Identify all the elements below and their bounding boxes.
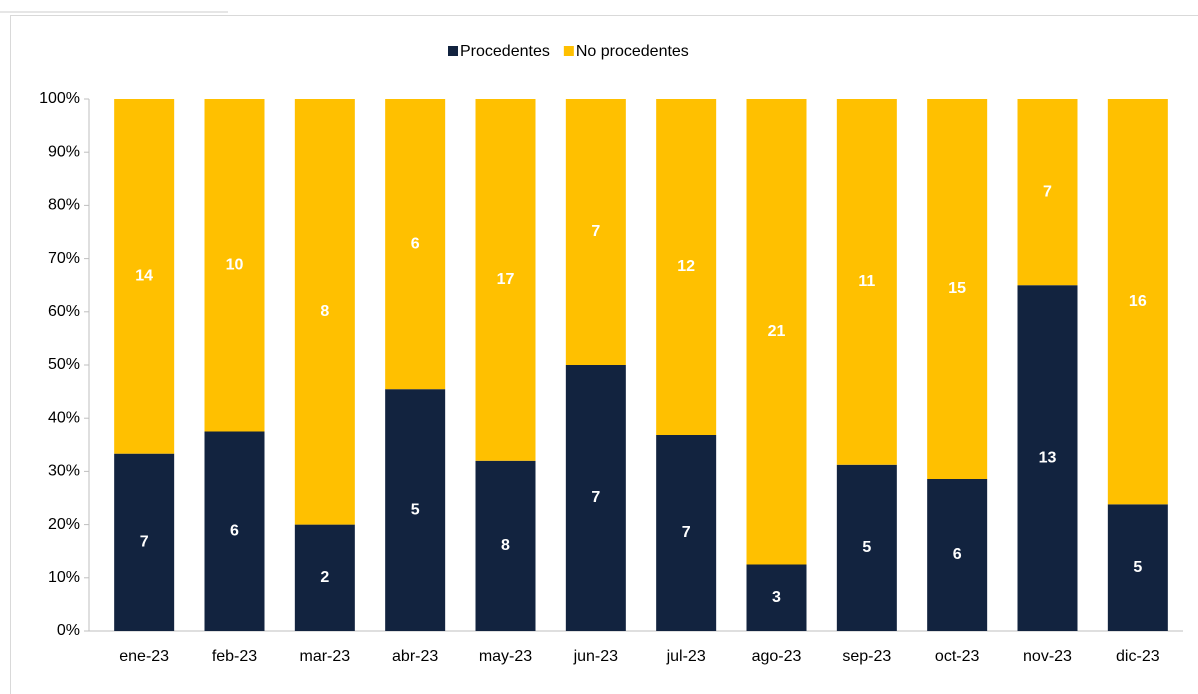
data-label: 21 (768, 323, 786, 340)
bar-segment (204, 431, 265, 631)
bar-segment (746, 564, 807, 631)
data-label: 2 (320, 569, 329, 586)
data-label: 14 (135, 268, 153, 285)
bar-segment (385, 99, 446, 390)
legend-swatch (563, 46, 574, 56)
x-tick-label: jun-23 (573, 648, 619, 665)
y-tick-label: 30% (48, 463, 80, 480)
bar-segment (565, 365, 626, 631)
bar-segment (1017, 285, 1078, 631)
data-label: 7 (682, 524, 691, 541)
bar-segment (1107, 99, 1168, 505)
legend-label: No procedentes (576, 43, 689, 60)
data-label: 5 (862, 539, 871, 556)
legend-label: Procedentes (460, 43, 550, 60)
y-tick-label: 80% (48, 197, 80, 214)
bar-segment (1017, 99, 1078, 286)
x-tick-label: may-23 (479, 648, 532, 665)
bar-segment (927, 479, 988, 631)
data-label: 7 (140, 534, 149, 551)
x-tick-label: mar-23 (299, 648, 350, 665)
bar-segment (294, 99, 355, 525)
x-tick-label: nov-23 (1023, 648, 1072, 665)
bar-segment (204, 99, 265, 432)
bar-segment (475, 460, 536, 631)
data-label: 6 (230, 522, 239, 539)
y-tick-label: 20% (48, 516, 80, 533)
chart-frame (10, 15, 1198, 694)
y-tick-label: 10% (48, 569, 80, 586)
bar-segment (1107, 504, 1168, 631)
bar-segment (746, 99, 807, 565)
y-tick-label: 60% (48, 303, 80, 320)
bar-segment (656, 99, 717, 435)
bar-segment (927, 99, 988, 479)
x-tick-label: feb-23 (212, 648, 257, 665)
bar-segment (475, 99, 536, 461)
data-label: 17 (497, 271, 515, 288)
data-label: 16 (1129, 293, 1147, 310)
data-label: 6 (411, 235, 420, 252)
x-tick-label: sep-23 (842, 648, 891, 665)
bar-segment (114, 453, 175, 631)
y-tick-label: 70% (48, 250, 80, 267)
data-label: 13 (1039, 449, 1057, 466)
x-tick-label: oct-23 (935, 648, 980, 665)
bar-segment (565, 99, 626, 365)
bar-segment (294, 524, 355, 631)
x-tick-label: ene-23 (119, 648, 169, 665)
data-label: 8 (320, 303, 329, 320)
bar-segment (836, 99, 897, 465)
y-tick-label: 100% (39, 90, 80, 107)
legend-swatch (448, 46, 458, 56)
bar-segment (836, 464, 897, 631)
x-tick-label: jul-23 (666, 648, 706, 665)
bar-segment (385, 389, 446, 631)
bar-segment (114, 99, 175, 454)
y-tick-label: 40% (48, 409, 80, 426)
data-label: 7 (591, 489, 600, 506)
y-tick-label: 90% (48, 143, 80, 160)
data-label: 7 (591, 223, 600, 240)
data-label: 3 (772, 589, 781, 606)
data-label: 7 (1043, 183, 1052, 200)
data-label: 10 (226, 256, 244, 273)
data-label: 12 (677, 258, 695, 275)
data-label: 5 (411, 501, 420, 518)
data-label: 11 (858, 273, 875, 290)
data-label: 5 (1133, 559, 1142, 576)
x-tick-label: abr-23 (392, 648, 438, 665)
x-tick-label: dic-23 (1116, 648, 1160, 665)
data-label: 6 (953, 546, 962, 563)
data-label: 8 (501, 537, 510, 554)
data-label: 15 (948, 280, 966, 297)
y-tick-label: 0% (57, 622, 80, 639)
bar-segment (656, 435, 717, 631)
y-tick-label: 50% (48, 356, 80, 373)
x-tick-label: ago-23 (752, 648, 802, 665)
